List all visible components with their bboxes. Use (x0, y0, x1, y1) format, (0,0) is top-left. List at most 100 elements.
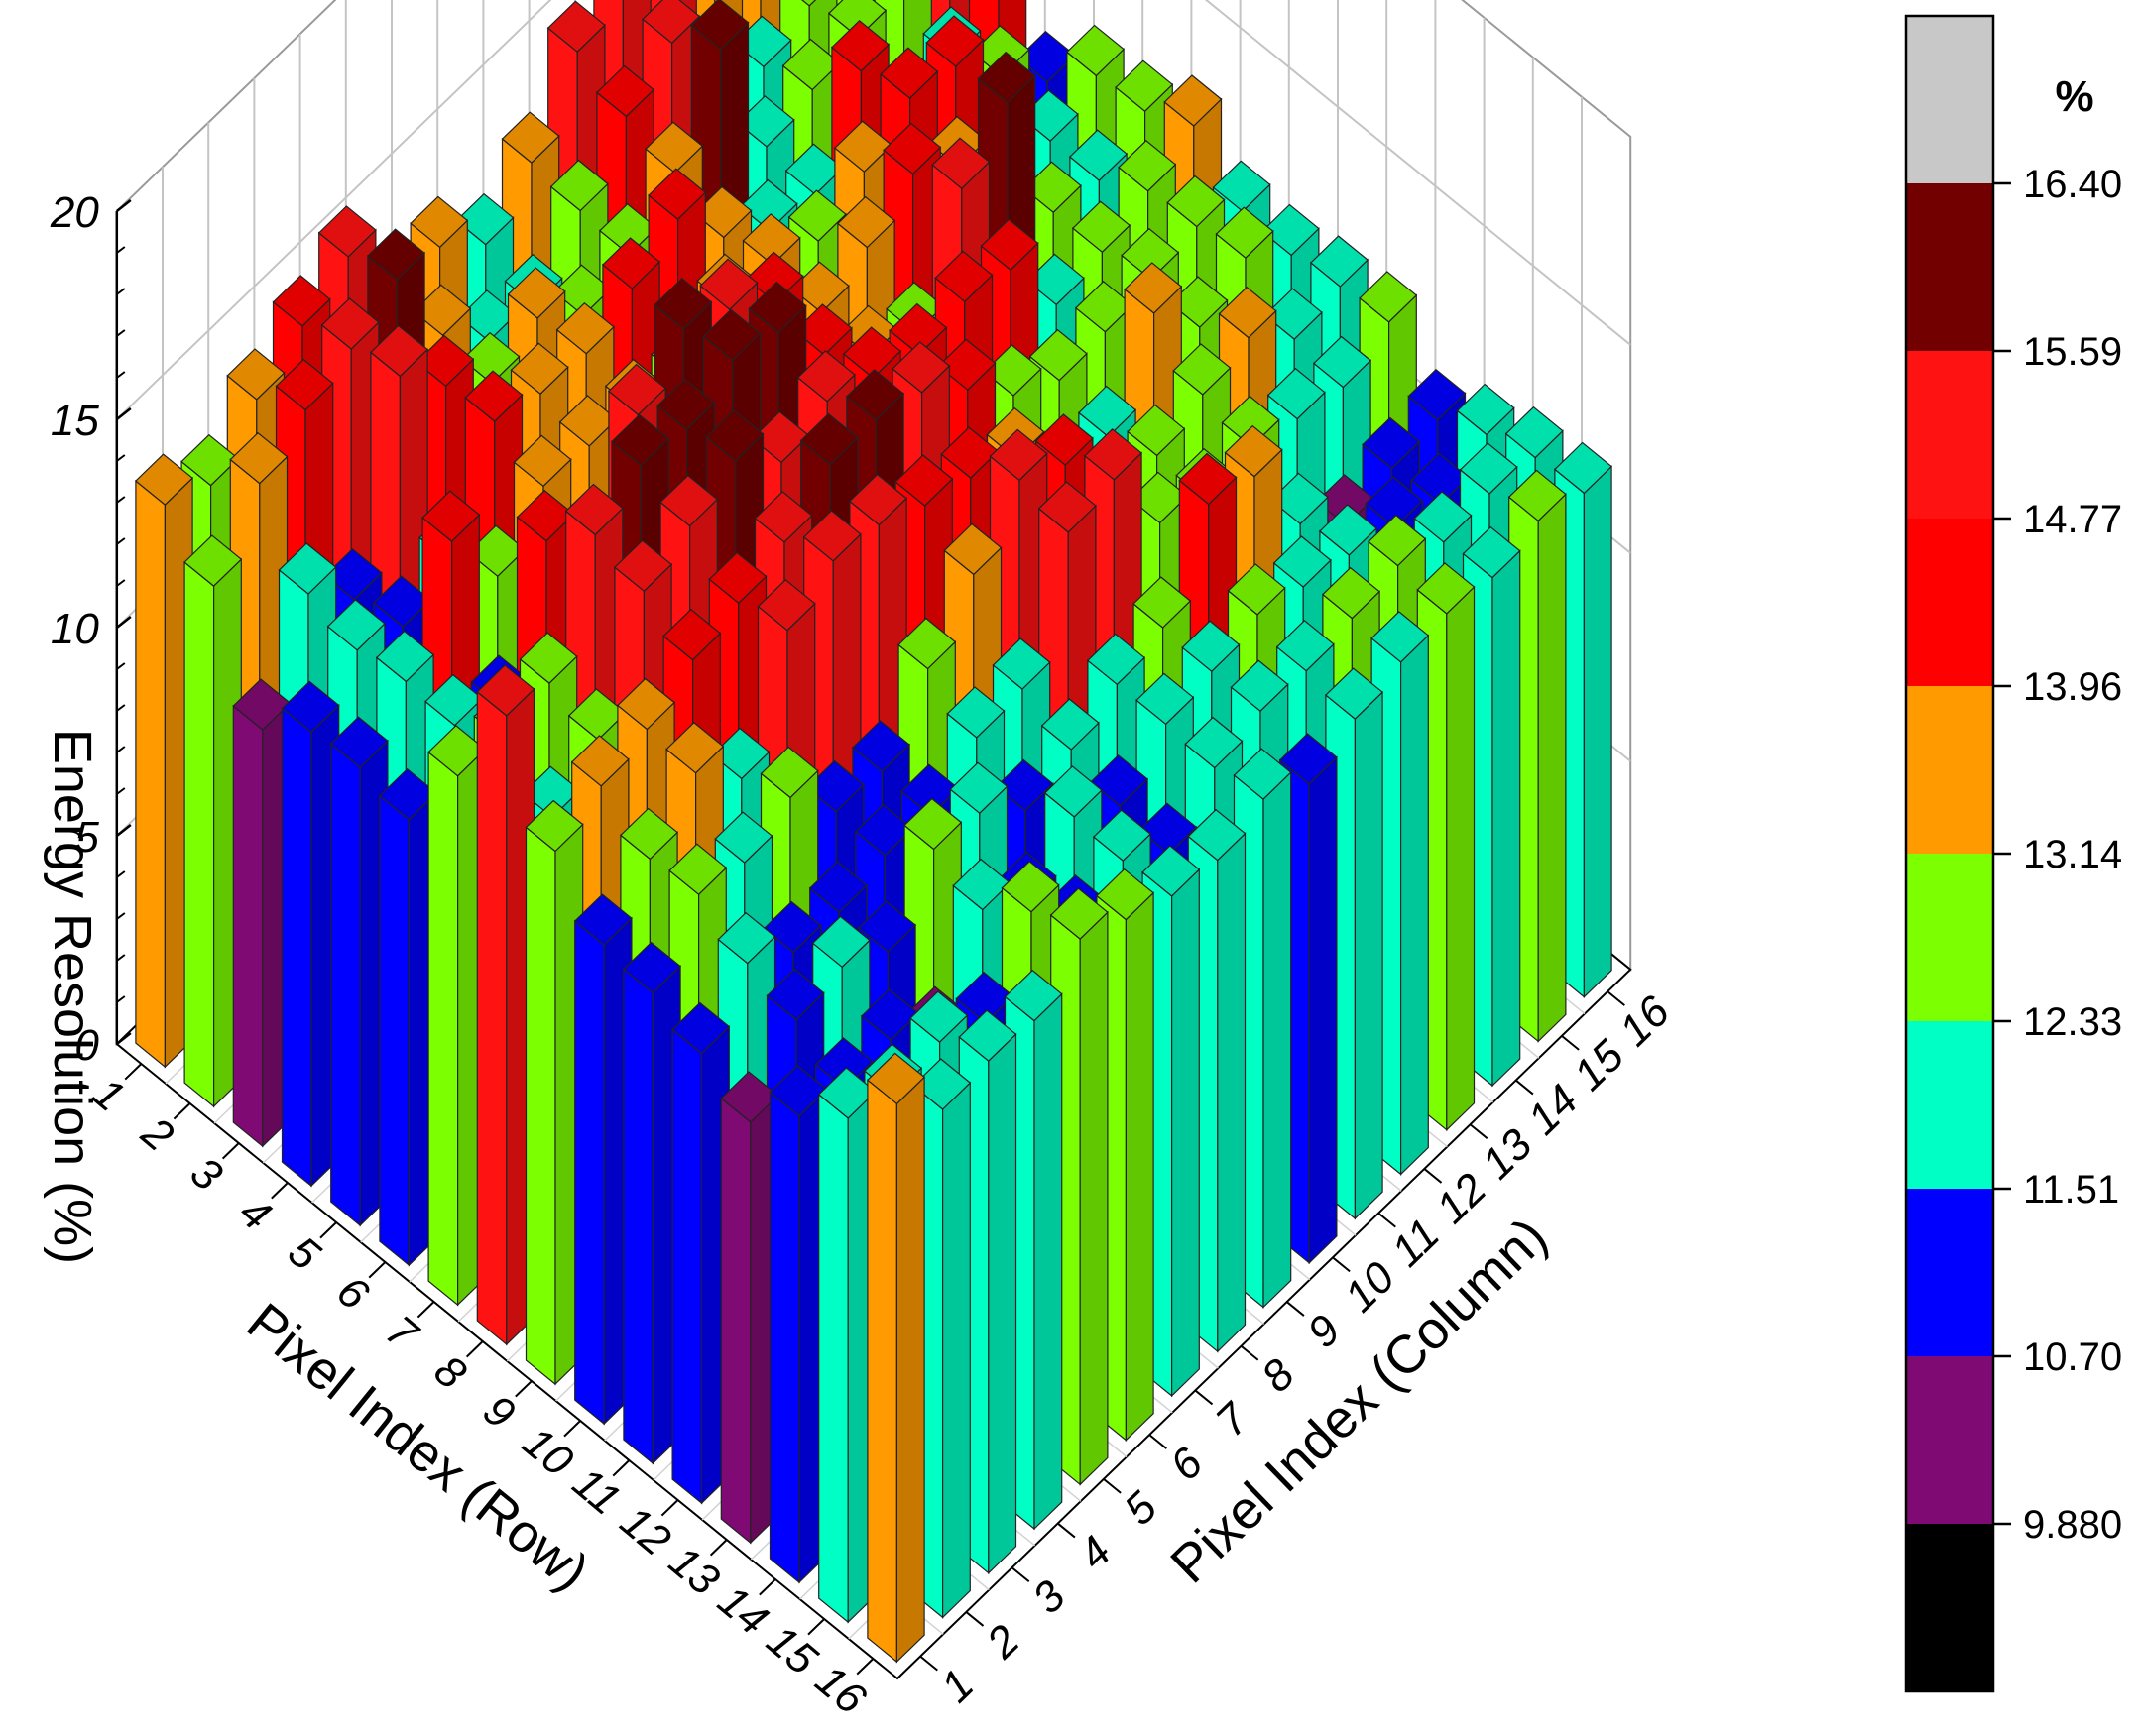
bar-face-front (623, 968, 654, 1465)
bar-face-top (1212, 160, 1271, 213)
bar-face-top (595, 64, 655, 118)
bar-face-top (1187, 808, 1247, 862)
bar-face-side (1537, 492, 1567, 1043)
column-tick-label: 7 (1207, 1393, 1259, 1446)
bar-face-top (989, 428, 1048, 482)
bar-face-top (1071, 200, 1131, 254)
z-minor-tick (116, 912, 126, 920)
bar-face-front (867, 1079, 898, 1664)
colorbar-tick-label: 9.880 (2023, 1503, 2122, 1547)
bar-face-top (1233, 748, 1292, 800)
bar-face-side (1354, 690, 1383, 1220)
bar-face-top (1507, 469, 1567, 522)
row-tick-label: 9 (474, 1386, 524, 1439)
bar-face-top (883, 122, 942, 175)
bar-face-top (232, 678, 292, 731)
bar-face-top (796, 350, 856, 403)
bar-face-top (760, 746, 819, 799)
bar-face-top (501, 111, 560, 164)
bar-face-top (1028, 328, 1088, 382)
bar-face-side (1262, 770, 1292, 1309)
bar-face-top (1224, 424, 1283, 478)
bar-face-top (717, 911, 776, 965)
bar-face-top (903, 797, 963, 851)
column-tick (919, 1655, 938, 1672)
bar-face-top (757, 578, 816, 632)
bar-face-front (818, 1093, 849, 1624)
bars (134, 0, 1613, 1664)
bar-face-top (317, 205, 377, 258)
bar-face-top (1318, 504, 1378, 556)
bar-face-top (833, 120, 893, 174)
bar-face-side (988, 1032, 1017, 1575)
bar-face-side (1399, 634, 1429, 1176)
bar-face-front (769, 1091, 800, 1584)
row-tick-label: 6 (327, 1267, 378, 1321)
z-minor-tick (116, 454, 126, 462)
bar-face-top (656, 378, 716, 431)
row-tick-label: 2 (132, 1107, 182, 1161)
bar-face-front (476, 690, 508, 1346)
bar-face-top (272, 275, 331, 327)
bar-face-top (880, 47, 939, 99)
column-tick (1103, 1478, 1122, 1494)
colorbar-tick-label: 13.96 (2023, 665, 2122, 709)
bar-face-top (952, 858, 1012, 911)
bar-face-top (183, 534, 243, 587)
bar-face-top (1362, 416, 1421, 470)
bar-face-top (1074, 280, 1134, 333)
bar-face-top (375, 630, 435, 683)
bar-face-top (900, 763, 960, 817)
bar-face-top (570, 735, 630, 787)
bar-face-top (546, 0, 606, 54)
bar-face-top (705, 409, 765, 462)
bar-face-top (1321, 566, 1381, 620)
colorbar-segment (1906, 686, 1993, 854)
bar-face-top (1181, 620, 1241, 673)
z-minor-tick (116, 787, 126, 795)
column-tick (1148, 1434, 1167, 1449)
bar-face-top (690, 0, 750, 51)
column-tick-label: 3 (1023, 1571, 1075, 1624)
bar-face-front (330, 742, 361, 1227)
z-minor-tick (116, 329, 126, 337)
bar-face-side (1125, 891, 1154, 1443)
bar-face-top (1370, 611, 1430, 663)
row-tick (660, 1499, 679, 1517)
bar-face-top (555, 301, 615, 355)
bar-face-top (613, 539, 673, 593)
bar-face-top (668, 843, 728, 896)
bar-face-top (980, 218, 1039, 272)
bar-face-top (811, 915, 871, 969)
bar-face-side (1217, 832, 1247, 1353)
column-tick-label: 2 (977, 1616, 1028, 1669)
bar-face-top (665, 721, 725, 774)
bar-face-top (654, 277, 713, 330)
column-tick-label: 1 (932, 1660, 984, 1711)
bar-face-top (1178, 452, 1238, 506)
z-minor-tick (116, 246, 126, 254)
bar-face-top (648, 168, 707, 220)
bar-r16-c11 (1324, 667, 1384, 1220)
colorbar-segment (1906, 1524, 1993, 1691)
bar-face-top (1163, 74, 1223, 127)
z-minor-tick (116, 704, 126, 712)
bar-face-top (754, 491, 813, 543)
z-tick-label: 0 (74, 1021, 99, 1070)
bar-face-top (931, 137, 991, 190)
bar-face-front (183, 560, 215, 1108)
bar-face-top (799, 412, 859, 466)
column-tick (1561, 1035, 1580, 1051)
bar-face-front (379, 794, 410, 1267)
bar-face-top (940, 426, 1000, 479)
bar-face-top (507, 267, 566, 319)
colorbar-segment (1906, 351, 1993, 519)
bar-face-top (659, 474, 719, 527)
bar-face-top (894, 454, 954, 507)
row-tick (271, 1182, 289, 1200)
z-tick-label: 10 (51, 605, 99, 653)
bar-face-top (320, 297, 380, 350)
bar-face-top (714, 811, 774, 864)
wall-gridline (116, 0, 1631, 420)
bar-face-top (598, 202, 658, 256)
